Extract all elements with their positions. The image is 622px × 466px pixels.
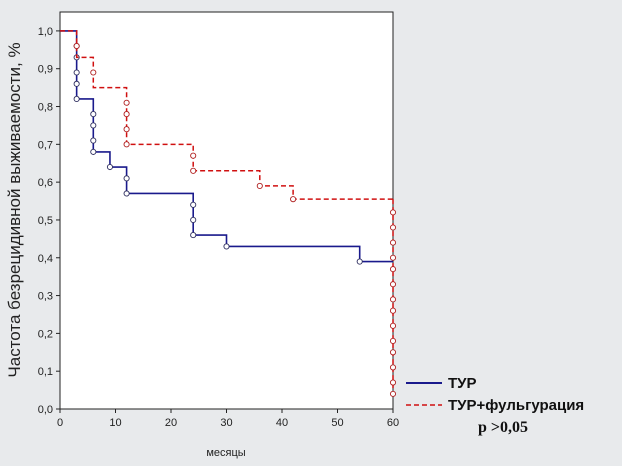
y-tick-label: 0,5 [38, 215, 53, 227]
censor-point [73, 80, 80, 87]
series-layer [60, 30, 397, 397]
censor-point [123, 190, 130, 197]
censor-point [389, 379, 397, 386]
y-tick-label: 0,0 [38, 404, 53, 416]
censor-point [389, 296, 397, 303]
y-tick-label: 0,6 [38, 177, 53, 189]
censor-point [290, 196, 297, 203]
y-tick-label: 1,0 [38, 26, 53, 38]
legend-label-tur: ТУР [448, 375, 477, 392]
censor-point [106, 163, 113, 171]
censor-point [73, 42, 80, 50]
y-tick-label: 0,9 [38, 64, 53, 76]
censor-point [389, 239, 397, 246]
censor-point [123, 141, 130, 148]
censor-point [389, 322, 397, 329]
censor-point [90, 122, 97, 129]
censor-point [389, 337, 397, 344]
censor-point [389, 254, 397, 261]
y-axis: 0,0 0,1 0,2 0,3 0,4 0,5 0,6 0,7 0,8 0,9 1,0 [38, 26, 60, 416]
x-tick-label: 10 [109, 417, 121, 429]
censor-point [123, 175, 130, 182]
x-axis: 0 10 20 30 40 50 60 [57, 409, 399, 429]
series-1 [60, 30, 397, 397]
censor-point [389, 281, 397, 288]
y-tick-label: 0,4 [38, 253, 53, 265]
censor-point [389, 266, 397, 273]
plot-area [59, 11, 394, 410]
censor-point [90, 137, 97, 144]
censor-point [223, 243, 230, 250]
legend: ТУР ТУР+фульгурация p >0,05 [406, 375, 584, 436]
y-axis-label: Частота безрецидивной выживаемости, % [5, 42, 24, 377]
censor-point [389, 390, 397, 397]
x-tick-label: 20 [165, 417, 177, 429]
series-0 [60, 30, 393, 265]
censor-point [73, 95, 80, 103]
censor-point [389, 349, 397, 356]
x-tick-label: 40 [276, 417, 288, 429]
censor-point [123, 111, 130, 118]
x-tick-label: 30 [220, 417, 232, 429]
y-tick-label: 0,8 [38, 102, 53, 114]
censor-point [389, 307, 397, 314]
censor-point [123, 126, 130, 133]
censor-point [190, 167, 197, 174]
censor-point [389, 364, 397, 371]
censor-point [190, 216, 197, 224]
p-value: p >0,05 [478, 419, 528, 436]
censor-point [389, 224, 397, 231]
x-tick-label: 60 [387, 417, 399, 429]
censor-point [90, 111, 97, 118]
legend-label-tur-fulguration: ТУР+фульгурация [448, 397, 584, 414]
censor-point [90, 69, 97, 76]
censor-point [90, 148, 97, 155]
censor-point [190, 232, 197, 239]
censor-point [123, 99, 130, 106]
censor-point [256, 182, 263, 189]
x-axis-label: месяцы [206, 447, 245, 459]
x-tick-label: 0 [57, 417, 63, 429]
censor-point [190, 152, 197, 159]
y-tick-label: 0,7 [38, 139, 53, 151]
y-tick-label: 0,2 [38, 328, 53, 340]
censor-point [356, 258, 363, 265]
x-tick-label: 50 [331, 417, 343, 429]
censor-point [389, 209, 397, 216]
censor-point [73, 69, 80, 76]
y-tick-label: 0,1 [38, 366, 53, 378]
censor-point [190, 201, 197, 208]
y-tick-label: 0,3 [38, 291, 53, 303]
